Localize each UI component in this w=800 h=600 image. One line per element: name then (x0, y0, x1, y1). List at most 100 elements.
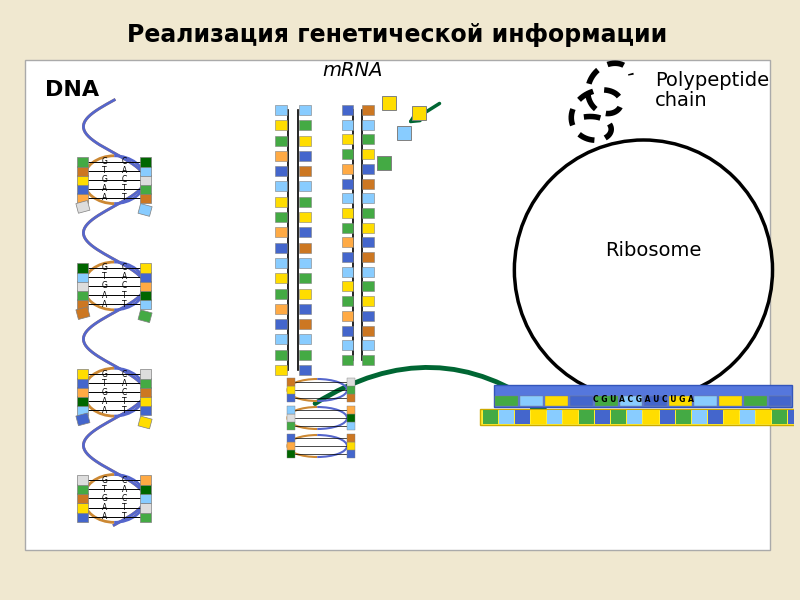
Bar (275, 105, 287, 115)
Bar (78, 387, 88, 397)
Bar (769, 396, 791, 406)
Bar (140, 512, 151, 521)
Bar (78, 157, 88, 167)
Bar (299, 105, 310, 115)
Bar (563, 410, 578, 424)
Bar (382, 96, 396, 110)
Bar (78, 281, 88, 291)
Bar (140, 503, 151, 512)
Bar (362, 223, 374, 233)
Bar (670, 396, 692, 406)
Bar (342, 311, 354, 321)
Bar (78, 378, 88, 388)
Bar (362, 311, 374, 321)
Bar (275, 227, 287, 238)
Bar (140, 290, 151, 300)
Text: mRNA: mRNA (322, 61, 382, 79)
Text: C: C (122, 281, 126, 290)
Bar (76, 200, 90, 213)
Bar (76, 307, 90, 319)
Bar (287, 434, 295, 442)
Bar (342, 252, 354, 262)
Text: A: A (102, 290, 107, 299)
Bar (138, 203, 152, 217)
Text: Реализация генетической информации: Реализация генетической информации (127, 23, 667, 47)
Bar (287, 414, 295, 422)
Bar (78, 166, 88, 176)
Bar (140, 369, 151, 379)
Bar (140, 378, 151, 388)
Text: T: T (102, 166, 106, 175)
Bar (287, 442, 295, 450)
Bar (299, 227, 310, 238)
Bar (627, 410, 642, 424)
Bar (275, 365, 287, 375)
Bar (140, 475, 151, 485)
Bar (25, 60, 770, 550)
Bar (347, 434, 355, 442)
Bar (412, 106, 426, 120)
Bar (78, 475, 88, 485)
Bar (299, 304, 310, 314)
Bar (482, 410, 498, 424)
Bar (342, 164, 354, 174)
Bar (362, 296, 374, 306)
Bar (378, 156, 391, 170)
Bar (643, 410, 658, 424)
Bar (347, 378, 355, 386)
Text: T: T (102, 379, 106, 388)
Bar (140, 299, 151, 309)
Bar (76, 413, 90, 426)
Bar (494, 385, 792, 407)
Text: A: A (102, 397, 107, 406)
Bar (480, 409, 800, 425)
Bar (531, 410, 546, 424)
Bar (140, 272, 151, 282)
Bar (138, 416, 152, 429)
Bar (611, 410, 626, 424)
Bar (287, 422, 295, 430)
Bar (397, 126, 411, 140)
Bar (362, 134, 374, 145)
Bar (299, 350, 310, 360)
Bar (362, 164, 374, 174)
Bar (275, 151, 287, 161)
Bar (347, 414, 355, 422)
Bar (579, 410, 594, 424)
Bar (299, 319, 310, 329)
Bar (347, 422, 355, 430)
Text: T: T (122, 503, 126, 512)
Bar (692, 410, 706, 424)
Bar (275, 289, 287, 299)
Text: C: C (122, 175, 126, 184)
Bar (342, 355, 354, 365)
Bar (275, 120, 287, 130)
Bar (275, 166, 287, 176)
Bar (140, 484, 151, 494)
Text: T: T (122, 512, 126, 521)
Bar (275, 136, 287, 146)
Text: DNA: DNA (45, 80, 99, 100)
Bar (275, 350, 287, 360)
Bar (299, 258, 310, 268)
Bar (347, 442, 355, 450)
Circle shape (514, 140, 773, 400)
Text: T: T (122, 184, 126, 193)
Bar (78, 369, 88, 379)
Bar (78, 503, 88, 512)
Bar (78, 184, 88, 194)
Bar (594, 396, 618, 406)
Bar (362, 193, 374, 203)
Bar (138, 310, 152, 323)
Bar (299, 212, 310, 222)
Bar (570, 396, 593, 406)
Bar (287, 378, 295, 386)
Bar (342, 267, 354, 277)
Bar (140, 263, 151, 273)
Text: C: C (122, 370, 126, 379)
Bar (756, 410, 771, 424)
Bar (342, 296, 354, 306)
Text: C: C (122, 494, 126, 503)
Bar (140, 406, 151, 415)
Text: G: G (102, 157, 107, 166)
